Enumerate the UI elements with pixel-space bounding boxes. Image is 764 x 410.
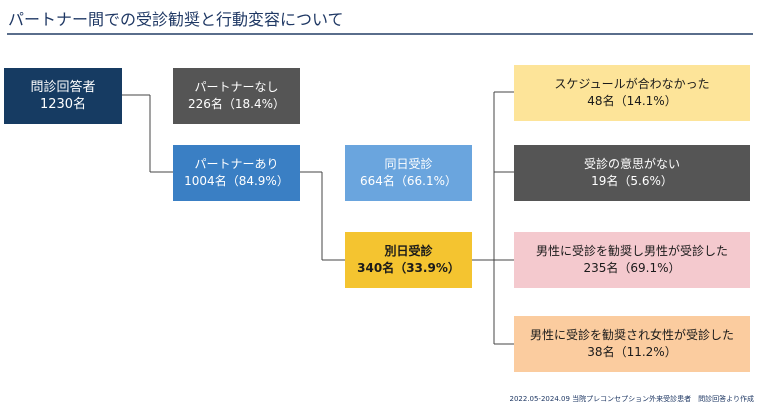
connector-respondents-branch (122, 94, 173, 173)
connector-partner-branch (300, 171, 345, 261)
node-respondents-label: 問診回答者 (30, 80, 96, 95)
node-no-intention-value: 19名（5.6%） (591, 174, 673, 188)
node-female-recommended-female-value: 38名（11.2%） (587, 345, 677, 359)
node-no-intention: 受診の意思がない 19名（5.6%） (514, 145, 750, 201)
node-same-day-label: 同日受診 (384, 157, 433, 171)
title-divider (7, 33, 753, 35)
node-schedule-mismatch-value: 48名（14.1%） (587, 94, 677, 108)
node-no-partner-value: 226名（18.4%） (187, 97, 286, 111)
node-schedule-mismatch: スケジュールが合わなかった 48名（14.1%） (514, 65, 750, 121)
connector-otherday-branch (472, 91, 514, 345)
node-has-partner-value: 1004名（84.9%） (184, 174, 289, 188)
node-has-partner: パートナーあり 1004名（84.9%） (173, 145, 300, 201)
node-other-day: 別日受診 340名（33.9%） (345, 232, 472, 288)
page-title: パートナー間での受診勧奨と行動変容について (8, 10, 344, 29)
node-other-day-label: 別日受診 (384, 244, 433, 258)
node-schedule-mismatch-label: スケジュールが合わなかった (554, 77, 710, 91)
node-no-partner-label: パートナーなし (194, 80, 279, 94)
node-no-partner: パートナーなし 226名（18.4%） (173, 68, 300, 124)
node-no-intention-label: 受診の意思がない (583, 157, 680, 171)
footnote: 2022.05-2024.09 当院プレコンセプション外来受診患者 問診回答より… (509, 395, 754, 403)
node-respondents: 問診回答者 1230名 (4, 68, 122, 124)
node-has-partner-label: パートナーあり (194, 157, 279, 171)
node-female-recommended-male: 男性に受診を勧奨し男性が受診した 235名（69.1%） (514, 232, 750, 288)
node-same-day-value: 664名（66.1%） (359, 174, 458, 188)
node-female-recommended-male-label: 男性に受診を勧奨し男性が受診した (535, 244, 728, 258)
node-same-day: 同日受診 664名（66.1%） (345, 145, 472, 201)
node-female-recommended-male-value: 235名（69.1%） (583, 261, 681, 275)
node-female-recommended-female: 男性に受診を勧奨され女性が受診した 38名（11.2%） (514, 316, 750, 372)
node-other-day-value: 340名（33.9%） (357, 261, 460, 275)
node-respondents-value: 1230名 (39, 97, 87, 112)
node-female-recommended-female-label: 男性に受診を勧奨され女性が受診した (529, 328, 734, 342)
